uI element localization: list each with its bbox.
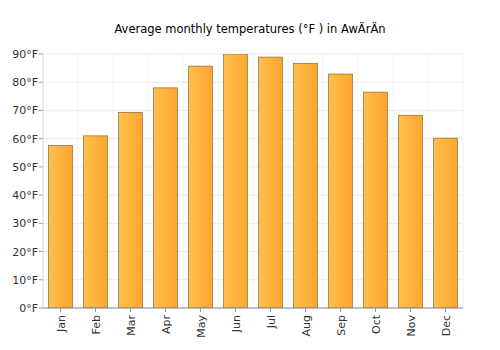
bar	[84, 136, 108, 308]
grid-line-vertical	[43, 54, 44, 308]
grid-line-vertical	[183, 54, 184, 308]
tick-mark	[39, 82, 43, 83]
grid-line	[43, 308, 463, 309]
tick-mark	[39, 308, 43, 309]
tick-label: 40°F	[12, 189, 38, 202]
tick-label: 70°F	[12, 104, 38, 117]
x-tick-mark	[375, 308, 376, 312]
chart: Average monthly temperatures (°F ) in Aw…	[0, 0, 500, 350]
bar	[399, 115, 423, 308]
category-label: Mar	[125, 315, 138, 336]
chart-container: Average monthly temperatures (°F ) in Aw…	[0, 0, 500, 350]
category-label: Aug	[300, 315, 313, 336]
tick-mark	[39, 54, 43, 55]
bar	[294, 63, 318, 308]
tick-mark	[39, 223, 43, 224]
x-tick-mark	[270, 308, 271, 312]
grid-line-vertical	[358, 54, 359, 308]
category-label: Dec	[440, 315, 453, 336]
category-label: Feb	[90, 315, 103, 334]
bar	[259, 57, 283, 308]
bar	[119, 112, 143, 308]
grid-line-vertical	[393, 54, 394, 308]
x-axis	[43, 308, 463, 309]
tick-label: 60°F	[12, 133, 38, 146]
grid-line-vertical	[148, 54, 149, 308]
category-label: Jan	[55, 315, 68, 333]
tick-label: 80°F	[12, 76, 38, 89]
grid-line-vertical	[78, 54, 79, 308]
x-tick-mark	[130, 308, 131, 312]
category-label: Jul	[265, 315, 278, 329]
x-tick-mark	[445, 308, 446, 312]
tick-label: 50°F	[12, 161, 38, 174]
tick-label: 10°F	[12, 274, 38, 287]
title: Average monthly temperatures (°F ) in Aw…	[114, 21, 385, 36]
bar	[154, 88, 178, 308]
grid-line	[43, 110, 463, 111]
tick-mark	[39, 279, 43, 280]
grid-line-vertical	[323, 54, 324, 308]
grid-line	[43, 54, 463, 55]
x-tick-mark	[410, 308, 411, 312]
bar	[49, 145, 73, 308]
grid-line-vertical	[253, 54, 254, 308]
tick-mark	[39, 166, 43, 167]
category-label: Nov	[405, 315, 418, 337]
grid-line-vertical	[463, 54, 464, 308]
grid-line	[43, 82, 463, 83]
tick-mark	[39, 138, 43, 139]
y-axis	[43, 54, 44, 308]
x-tick-mark	[235, 308, 236, 312]
tick-mark	[39, 251, 43, 252]
x-tick-mark	[305, 308, 306, 312]
bar	[224, 54, 248, 308]
x-tick-mark	[95, 308, 96, 312]
tick-label: 20°F	[12, 246, 38, 259]
bar	[189, 66, 213, 308]
tick-mark	[39, 195, 43, 196]
x-tick-mark	[165, 308, 166, 312]
bar	[364, 92, 388, 308]
bar	[434, 138, 458, 308]
grid-line-vertical	[218, 54, 219, 308]
bar	[329, 74, 353, 308]
x-tick-mark	[200, 308, 201, 312]
tick-label: 0°F	[19, 302, 38, 315]
tick-label: 90°F	[12, 48, 38, 61]
x-tick-mark	[60, 308, 61, 312]
category-label: Sep	[335, 315, 348, 336]
x-tick-mark	[340, 308, 341, 312]
category-label: Jun	[230, 315, 243, 333]
category-label: Oct	[370, 314, 383, 334]
tick-mark	[39, 110, 43, 111]
background	[0, 0, 500, 350]
grid-line-vertical	[288, 54, 289, 308]
grid-line-vertical	[428, 54, 429, 308]
category-label: Apr	[160, 315, 173, 335]
category-label: May	[195, 315, 208, 338]
bars	[49, 54, 458, 308]
grid-line-vertical	[113, 54, 114, 308]
tick-label: 30°F	[12, 217, 38, 230]
